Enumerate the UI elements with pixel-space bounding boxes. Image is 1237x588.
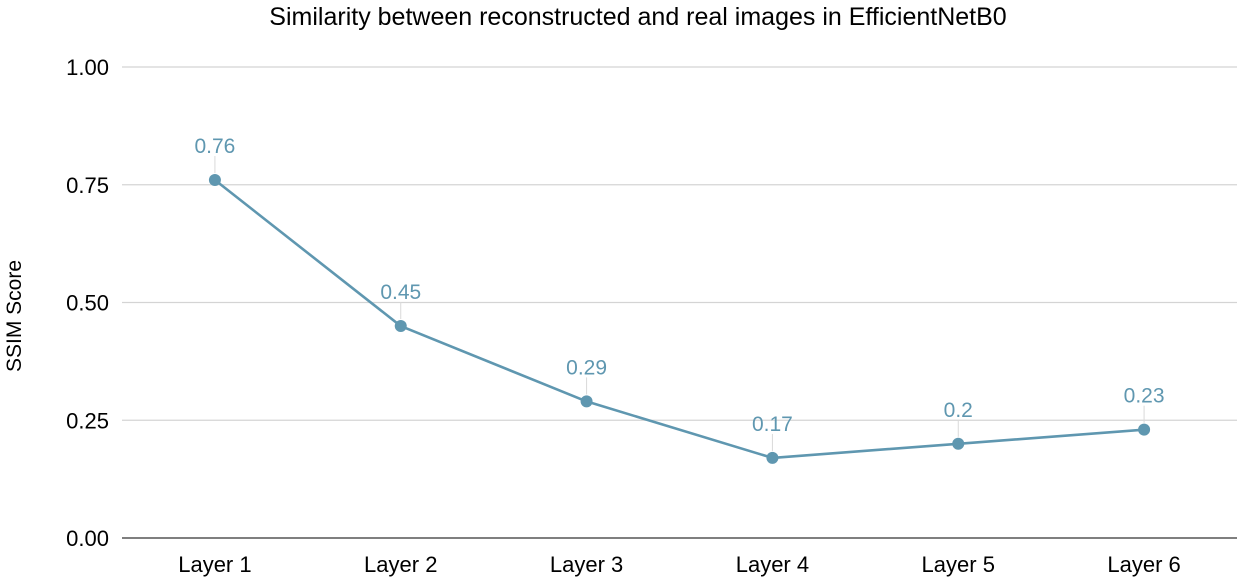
data-point <box>208 174 221 187</box>
data-point <box>394 320 407 333</box>
y-tick-label: 1.00 <box>66 55 109 80</box>
y-tick-label: 0.00 <box>66 526 109 551</box>
data-label: 0.23 <box>1124 385 1165 408</box>
series-ssim <box>208 174 1151 464</box>
x-tick-label: Layer 3 <box>550 552 623 577</box>
x-tick-label: Layer 1 <box>178 552 251 577</box>
data-point <box>952 437 965 450</box>
y-axis-title: SSIM Score <box>3 260 26 372</box>
data-label: 0.17 <box>752 413 793 436</box>
series-line <box>214 179 1145 460</box>
data-label: 0.2 <box>944 399 973 422</box>
y-tick-label: 0.25 <box>66 408 109 433</box>
data-labels: 0.76 0.45 0.29 0.17 0.2 0.23 <box>194 135 1165 451</box>
x-tick-label: Layer 6 <box>1107 552 1180 577</box>
x-tick-label: Layer 4 <box>736 552 809 577</box>
x-tick-label: Layer 5 <box>922 552 995 577</box>
gridlines <box>122 66 1237 539</box>
x-axis-ticks: Layer 1 Layer 2 Layer 3 Layer 4 Layer 5 Layer… <box>178 552 1181 577</box>
data-point <box>1138 423 1151 436</box>
data-point <box>580 395 593 408</box>
data-label: 0.45 <box>380 281 421 304</box>
y-tick-label: 0.75 <box>66 173 109 198</box>
x-tick-label: Layer 2 <box>364 552 437 577</box>
data-label: 0.76 <box>194 135 235 158</box>
chart-title: Similarity between reconstructed and rea… <box>269 3 1006 31</box>
data-point <box>766 451 779 464</box>
y-axis-ticks: 0.00 0.25 0.50 0.75 1.00 <box>66 55 109 551</box>
y-tick-label: 0.50 <box>66 291 109 316</box>
data-label: 0.29 <box>566 356 607 379</box>
